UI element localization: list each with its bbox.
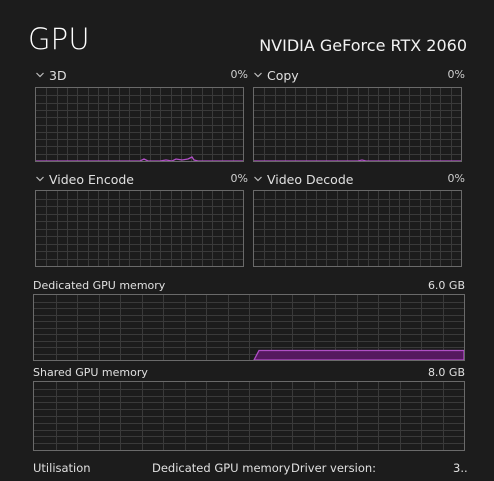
utilisation-label: Utilisation [33, 461, 91, 475]
engine-video-encode-label: Video Encode [49, 172, 134, 187]
engine-copy-trace [254, 159, 461, 161]
dedicated-memory-max: 6.0 GB [427, 279, 465, 292]
engine-3d-label: 3D [49, 68, 67, 83]
graph-grid [34, 295, 464, 360]
engine-video-decode-label: Video Decode [267, 172, 354, 187]
engine-copy-graph [253, 87, 462, 162]
engine-video-encode-graph-plot [36, 191, 243, 266]
engine-3d-header[interactable]: 3D 0% [35, 68, 248, 84]
shared-memory-max: 8.0 GB [427, 366, 465, 379]
engine-video-decode-header[interactable]: Video Decode 0% [253, 172, 465, 188]
dedicated-memory-graph [33, 294, 465, 361]
driver-version-value: 3.. [453, 461, 468, 475]
engine-3d-graph [35, 87, 244, 162]
graph-grid [34, 382, 464, 450]
gpu-model-name: NVIDIA GeForce RTX 2060 [259, 36, 467, 55]
engine-video-encode-graph [35, 190, 244, 267]
driver-version-label: Driver version: [291, 461, 377, 475]
graph-grid [36, 88, 243, 161]
dedicated-memory-fill [253, 349, 464, 360]
dedicated-memory-graph-plot [34, 295, 464, 360]
chevron-down-icon[interactable] [35, 68, 46, 82]
engine-video-encode-header[interactable]: Video Encode 0% [35, 172, 248, 188]
shared-memory-graph-plot [34, 382, 464, 450]
shared-memory-label: Shared GPU memory [33, 366, 148, 379]
dedicated-memory-label: Dedicated GPU memory [33, 279, 166, 292]
engine-copy-percent: 0% [447, 68, 465, 81]
engine-3d-percent: 0% [230, 68, 248, 81]
chevron-down-icon[interactable] [253, 172, 264, 186]
engine-copy-header[interactable]: Copy 0% [253, 68, 465, 84]
engine-3d-trace [36, 156, 243, 161]
engine-copy-graph-plot [254, 88, 461, 161]
graph-grid [254, 191, 461, 266]
shared-memory-graph [33, 381, 465, 451]
engine-video-encode-percent: 0% [230, 172, 248, 185]
engine-copy-label: Copy [267, 68, 299, 83]
engine-video-decode-graph [253, 190, 462, 267]
engine-video-decode-graph-plot [254, 191, 461, 266]
engine-3d-graph-plot [36, 88, 243, 161]
chevron-down-icon[interactable] [253, 68, 264, 82]
dedicated-memory-stat-label: Dedicated GPU memory [152, 461, 291, 475]
chevron-down-icon[interactable] [35, 172, 46, 186]
engine-video-decode-percent: 0% [447, 172, 465, 185]
graph-grid [36, 191, 243, 266]
graph-grid [254, 88, 461, 161]
page-title: GPU [28, 22, 90, 56]
